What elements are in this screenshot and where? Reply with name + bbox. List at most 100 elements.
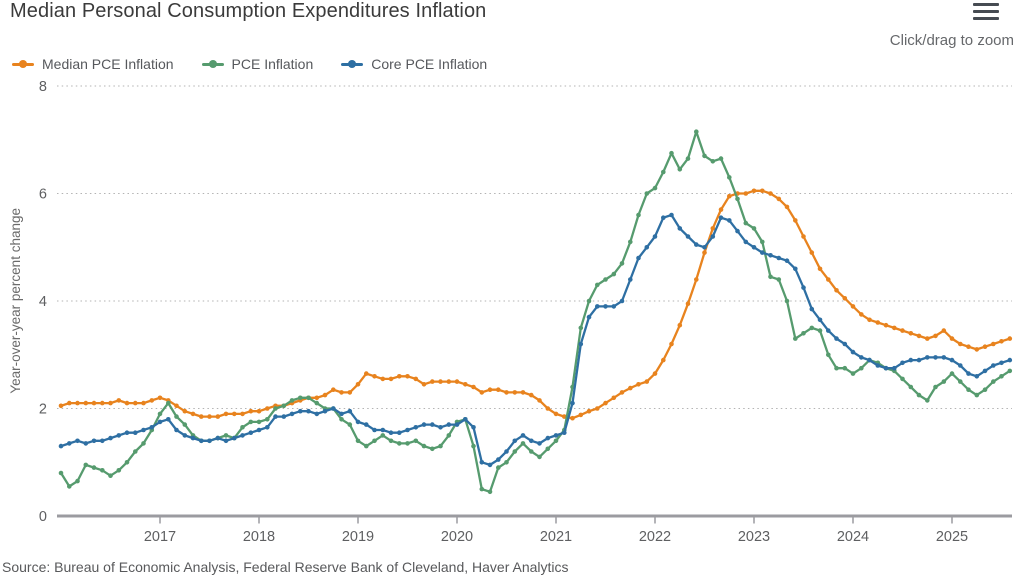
- data-point: [859, 365, 864, 371]
- data-point: [256, 408, 262, 414]
- data-point: [322, 408, 328, 414]
- data-point: [603, 304, 608, 309]
- data-point: [718, 156, 724, 161]
- data-point: [999, 374, 1004, 379]
- data-point: [207, 438, 212, 444]
- data-point: [397, 441, 402, 446]
- data-point: [504, 390, 509, 395]
- data-point: [1007, 336, 1013, 341]
- data-point: [421, 422, 427, 427]
- data-point: [669, 341, 674, 347]
- data-point: [1007, 357, 1013, 363]
- data-point: [298, 395, 303, 401]
- data-point: [83, 441, 89, 446]
- data-point: [751, 226, 757, 231]
- data-point: [405, 427, 410, 433]
- data-point: [116, 433, 122, 438]
- x-tick-label: 2017: [144, 529, 176, 545]
- y-tick-label: 6: [39, 187, 47, 203]
- data-point: [809, 325, 815, 331]
- data-point: [512, 390, 518, 395]
- data-point: [133, 400, 138, 406]
- data-point: [75, 438, 80, 444]
- data-point: [578, 325, 584, 331]
- data-point: [603, 400, 608, 406]
- data-point: [776, 196, 782, 202]
- data-point: [801, 331, 806, 336]
- data-point: [883, 365, 889, 371]
- legend-item-median-pce-inflation[interactable]: Median PCE Inflation: [12, 56, 174, 72]
- legend-marker-dot-icon: [208, 60, 217, 68]
- data-point: [908, 357, 914, 363]
- data-point: [100, 468, 105, 473]
- data-point: [809, 306, 815, 312]
- data-point: [727, 175, 732, 180]
- data-point: [974, 347, 980, 352]
- data-point: [331, 406, 336, 411]
- data-point: [710, 226, 716, 231]
- data-point: [91, 465, 97, 470]
- data-point: [900, 328, 905, 333]
- data-point: [644, 379, 650, 384]
- data-point: [339, 417, 344, 422]
- data-point: [248, 408, 254, 414]
- legend-item-pce-inflation[interactable]: PCE Inflation: [201, 56, 313, 72]
- data-point: [108, 473, 113, 479]
- data-point: [793, 336, 798, 341]
- data-point: [223, 433, 229, 438]
- data-point: [619, 298, 625, 304]
- data-point: [991, 363, 996, 368]
- data-point: [438, 379, 443, 384]
- data-point: [562, 414, 567, 419]
- data-point: [553, 411, 559, 417]
- data-point: [760, 239, 765, 245]
- data-point: [322, 392, 328, 398]
- data-point: [100, 438, 105, 444]
- data-point: [537, 398, 542, 403]
- data-point: [619, 261, 625, 266]
- x-tick-label: 2024: [837, 529, 869, 545]
- x-tick-label: 2025: [936, 529, 968, 545]
- data-point: [669, 212, 674, 218]
- data-point: [157, 419, 163, 425]
- data-point: [479, 390, 485, 395]
- legend-label: Median PCE Inflation: [42, 56, 174, 72]
- data-point: [537, 441, 542, 446]
- data-point: [405, 374, 410, 379]
- data-point: [430, 422, 435, 427]
- data-point: [793, 266, 798, 272]
- data-point: [380, 433, 386, 438]
- data-point: [504, 449, 509, 454]
- data-point: [463, 382, 468, 387]
- data-point: [817, 317, 823, 323]
- hamburger-menu-icon[interactable]: [973, 3, 999, 20]
- data-point: [867, 357, 872, 363]
- data-point: [91, 438, 97, 444]
- data-point: [388, 438, 394, 444]
- data-point: [207, 414, 212, 419]
- data-point: [67, 441, 72, 446]
- data-point: [933, 355, 938, 360]
- chart-plot-area[interactable]: [57, 80, 1012, 516]
- data-point: [702, 250, 707, 255]
- data-point: [850, 304, 856, 309]
- data-point: [215, 414, 221, 419]
- y-tick-label: 8: [39, 79, 47, 95]
- data-point: [652, 371, 658, 376]
- data-point: [834, 288, 839, 293]
- data-point: [479, 486, 485, 492]
- data-point: [941, 328, 947, 333]
- data-point: [900, 376, 905, 382]
- data-point: [314, 411, 320, 417]
- legend-item-core-pce-inflation[interactable]: Core PCE Inflation: [341, 56, 487, 72]
- data-point: [685, 301, 691, 307]
- data-point: [586, 408, 592, 414]
- data-point: [570, 415, 575, 421]
- data-point: [570, 400, 575, 406]
- data-point: [677, 322, 683, 328]
- data-point: [347, 408, 353, 414]
- data-point: [718, 215, 724, 220]
- data-point: [661, 357, 666, 363]
- data-point: [974, 374, 980, 379]
